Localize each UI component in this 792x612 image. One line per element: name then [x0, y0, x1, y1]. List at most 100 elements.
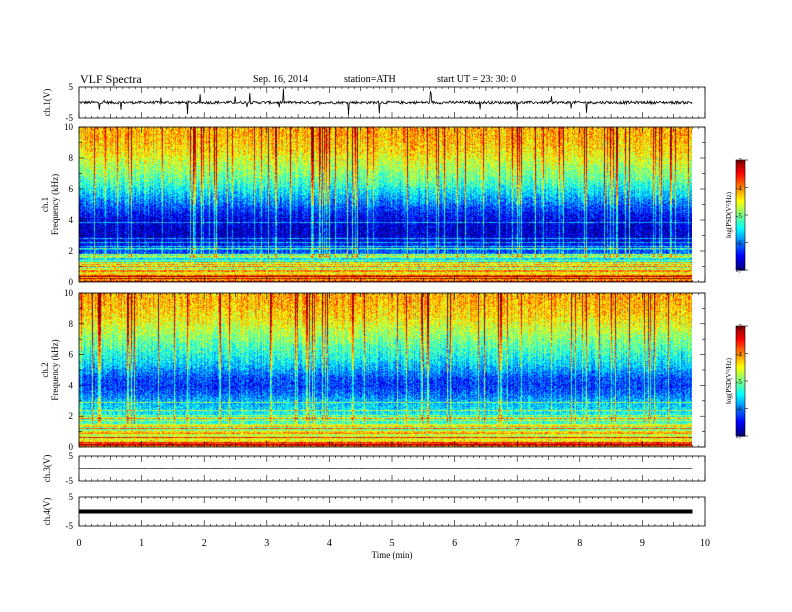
colorbar-swatch	[736, 229, 745, 233]
colorbar-swatch	[736, 172, 745, 176]
y-axis-label: Frequency (kHz)	[50, 339, 60, 400]
colorbar-swatch	[736, 220, 745, 223]
colorbar-label: log(PSD(V²/Hz)	[725, 191, 733, 238]
colorbar-tick-label: -5	[736, 212, 742, 220]
waveform-line-ch1	[79, 88, 693, 116]
colorbar-swatch	[736, 353, 745, 356]
x-tick-label: 4	[327, 538, 332, 549]
colorbar-swatch	[736, 174, 745, 178]
colorbar-swatch	[736, 359, 745, 362]
colorbar-swatch	[736, 226, 745, 229]
colorbar-tick-label: -7	[736, 433, 742, 441]
colorbar-label: log(PSD(V²/Hz)	[725, 357, 733, 404]
colorbar-swatch	[736, 406, 745, 410]
colorbar-swatch	[736, 178, 745, 181]
colorbar-swatch	[736, 430, 745, 433]
colorbar-swatch	[736, 213, 745, 216]
colorbar-swatch	[736, 382, 745, 386]
colorbar-tick-label: -6	[736, 406, 742, 414]
y-tick-label: -5	[66, 113, 74, 123]
colorbar-swatch	[736, 417, 745, 421]
colorbar-swatch	[736, 202, 745, 205]
colorbar-swatch	[736, 403, 745, 406]
y-tick-label: 10	[64, 288, 74, 298]
colorbar-swatch	[736, 216, 745, 220]
colorbar-swatch	[736, 218, 745, 222]
x-tick-label: 6	[452, 538, 457, 549]
spectrogram-image-ch3	[79, 293, 692, 447]
colorbar-swatch	[736, 266, 745, 269]
colorbar-swatch	[736, 215, 745, 218]
colorbar-swatch	[736, 344, 745, 347]
colorbar-swatch	[736, 333, 745, 336]
colorbar-swatch	[736, 231, 745, 234]
x-tick-label: 0	[77, 538, 82, 549]
colorbar-swatch	[736, 404, 745, 408]
colorbar-swatch	[736, 340, 745, 344]
colorbar-swatch	[736, 185, 745, 189]
colorbar-swatch	[736, 327, 745, 331]
colorbar-tick-label: -3	[736, 157, 742, 165]
colorbar-swatch	[736, 368, 745, 371]
colorbar-swatch	[736, 401, 745, 404]
y-tick-label: -5	[66, 521, 74, 531]
colorbar-swatch	[736, 171, 745, 174]
colorbar-swatch	[736, 260, 745, 264]
colorbar-swatch	[736, 167, 745, 170]
colorbar-swatch	[736, 187, 745, 190]
x-axis-label: Time (min)	[372, 550, 413, 560]
colorbar-swatch	[736, 180, 745, 183]
colorbar-swatch	[736, 242, 745, 245]
colorbar-swatch	[736, 249, 745, 253]
colorbar-swatch	[736, 196, 745, 200]
colorbar-swatch	[736, 357, 745, 360]
colorbar-swatch	[736, 191, 745, 194]
y-tick-label: 2	[69, 246, 74, 256]
colorbar-tick-label: -6	[736, 240, 742, 248]
colorbar-swatch	[736, 349, 745, 353]
colorbar-swatch	[736, 268, 745, 271]
colorbar-swatch	[736, 419, 745, 422]
colorbar-swatch	[736, 392, 745, 395]
colorbar-tick-label: -3	[736, 323, 742, 331]
colorbar-swatch	[736, 182, 745, 185]
y-axis-label: ch.4(V)	[42, 498, 52, 526]
colorbar-swatch	[736, 397, 745, 400]
start-time-label: start UT = 23: 30: 0	[437, 74, 517, 85]
colorbar-swatch	[736, 362, 745, 366]
colorbar-swatch	[736, 259, 745, 262]
colorbar-swatch	[736, 233, 745, 236]
colorbar-swatch	[736, 264, 745, 267]
colorbar-swatch	[736, 364, 745, 367]
x-tick-label: 2	[202, 538, 207, 549]
station-label: station=ATH	[344, 74, 396, 85]
colorbar-swatch	[736, 386, 745, 389]
colorbar-swatch	[736, 248, 745, 251]
colorbar-swatch	[736, 351, 745, 355]
colorbar-swatch	[736, 198, 745, 201]
y-axis-label: ch.1(V)	[42, 89, 52, 117]
colorbar-swatch	[736, 337, 745, 340]
date-label: Sep. 16, 2014	[253, 74, 308, 85]
y-tick-label: 0	[69, 277, 74, 287]
colorbar-swatch	[736, 366, 745, 369]
x-tick-label: 9	[640, 538, 645, 549]
colorbar-swatch	[736, 381, 745, 384]
colorbar-swatch	[736, 194, 745, 198]
x-tick-label: 10	[700, 538, 710, 549]
colorbar-swatch	[736, 393, 745, 397]
colorbar-swatch	[736, 371, 745, 375]
colorbar-swatch	[736, 375, 745, 378]
y-tick-label: 4	[69, 215, 74, 225]
y-tick-label: 0	[69, 442, 74, 452]
colorbar-swatch	[736, 434, 745, 437]
colorbar-swatch	[736, 189, 745, 192]
colorbar-tick-label: -4	[736, 185, 742, 193]
colorbar-swatch	[736, 428, 745, 432]
colorbar-swatch	[736, 161, 745, 165]
spectrogram-image-ch2	[79, 127, 692, 282]
colorbar-swatch	[736, 379, 745, 382]
y-tick-label: 8	[69, 319, 74, 329]
colorbar-swatch	[736, 390, 745, 393]
x-tick-label: 3	[264, 538, 269, 549]
